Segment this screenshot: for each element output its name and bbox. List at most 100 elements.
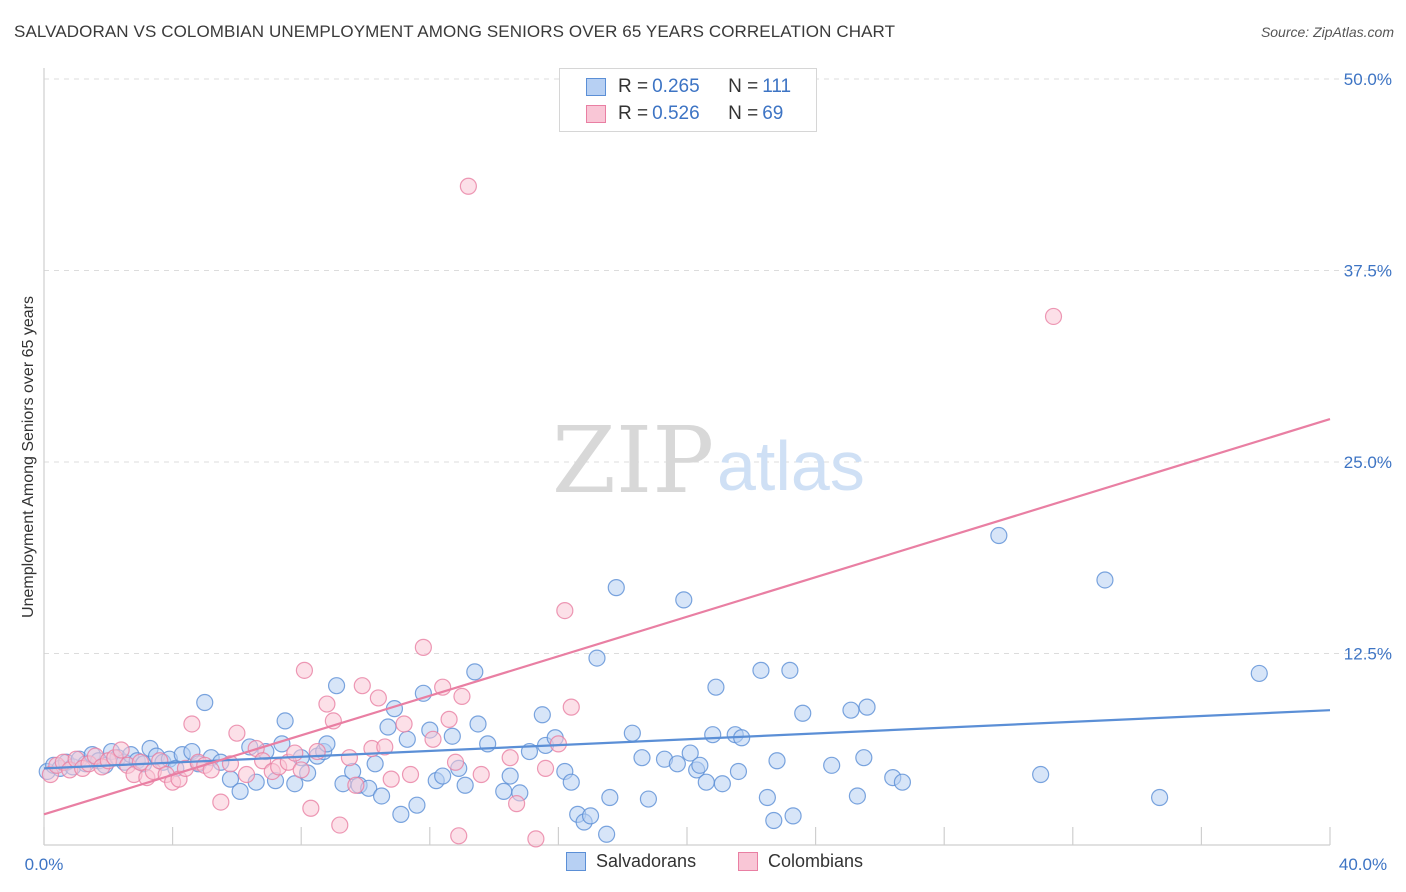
- bottom-legend-colombians: Colombians: [738, 851, 863, 872]
- data-point: [562, 773, 580, 791]
- data-point: [459, 177, 477, 195]
- data-point: [440, 710, 458, 728]
- data-point: [601, 788, 619, 807]
- data-point: [784, 807, 802, 825]
- data-point: [495, 782, 513, 800]
- x-tick-marks: [43, 827, 1331, 845]
- data-point: [398, 730, 416, 748]
- data-point: [183, 715, 201, 733]
- trend-line: [43, 709, 1331, 770]
- data-point: [508, 795, 526, 813]
- data-point: [434, 767, 452, 785]
- correlation-legend: R = 0.265 N = 111 R = 0.526 N = 69: [559, 68, 817, 132]
- data-point: [372, 787, 391, 805]
- data-point: [729, 762, 748, 781]
- y-tick-labels: 12.5% 25.0% 37.5% 50.0%: [1344, 70, 1392, 664]
- legend-n-label: N =: [728, 103, 759, 124]
- data-point: [691, 756, 709, 774]
- grid-lines: [44, 78, 1393, 654]
- data-point: [639, 790, 658, 808]
- data-point: [794, 704, 812, 722]
- legend-r-value: 0.265: [652, 76, 700, 97]
- data-point: [424, 730, 442, 748]
- data-point: [466, 663, 484, 681]
- data-point: [228, 724, 246, 742]
- x-tick-label-min: 0.0%: [25, 855, 64, 874]
- data-point: [295, 661, 314, 679]
- data-point: [366, 755, 384, 773]
- y-tick-label: 50.0%: [1344, 70, 1392, 89]
- data-point: [536, 759, 555, 778]
- data-point: [347, 776, 365, 794]
- data-point: [990, 526, 1008, 545]
- data-point: [623, 724, 641, 742]
- data-point: [556, 602, 574, 620]
- data-point: [855, 749, 873, 767]
- source-credit: Source: ZipAtlas.com: [1260, 24, 1394, 40]
- data-point: [668, 755, 686, 773]
- legend-swatch-salvadorans: [586, 78, 606, 96]
- data-point: [1250, 664, 1268, 683]
- data-point: [408, 796, 426, 814]
- data-point: [318, 695, 336, 713]
- data-point: [633, 749, 651, 767]
- chart-title: SALVADORAN VS COLOMBIAN UNEMPLOYMENT AMO…: [14, 22, 896, 41]
- data-point: [588, 649, 606, 667]
- data-point: [768, 752, 786, 770]
- data-point: [131, 753, 150, 771]
- bottom-legend-swatch: [738, 852, 758, 871]
- data-point: [112, 741, 130, 759]
- data-point: [501, 767, 519, 785]
- watermark-zip: ZIP: [552, 407, 714, 514]
- data-point: [196, 693, 214, 712]
- data-point: [501, 749, 519, 767]
- data-point: [276, 712, 294, 730]
- trend-line: [43, 418, 1331, 816]
- x-tick-label-max: 40.0%: [1339, 855, 1387, 874]
- y-axis-label: Unemployment Among Seniors over 65 years: [20, 296, 37, 618]
- data-point: [443, 727, 461, 745]
- data-point: [1151, 788, 1169, 807]
- bottom-legend-swatch: [566, 852, 586, 871]
- data-point: [446, 753, 465, 771]
- data-point: [893, 773, 912, 791]
- legend-n-value: 69: [762, 103, 784, 124]
- data-point: [581, 807, 600, 825]
- data-point: [376, 738, 394, 756]
- data-point: [456, 776, 474, 794]
- legend-row-salvadorans: R = 0.265 N = 111: [586, 74, 791, 100]
- data-point: [414, 638, 432, 656]
- bottom-legend-label: Salvadorans: [596, 851, 697, 871]
- data-point: [327, 677, 346, 695]
- data-point: [395, 715, 413, 733]
- data-point: [848, 787, 866, 805]
- data-point: [379, 718, 397, 736]
- data-point: [151, 752, 169, 770]
- legend-r-label: R =: [618, 76, 649, 97]
- data-point: [292, 761, 310, 779]
- legend-r-label: R =: [618, 103, 649, 124]
- watermark-atlas: atlas: [717, 427, 865, 505]
- legend-n-value: 111: [762, 76, 792, 97]
- bottom-legend-salvadorans: Salvadorans: [566, 851, 696, 872]
- legend-r-value: 0.526: [652, 103, 700, 124]
- data-point: [1032, 765, 1050, 784]
- data-point: [598, 825, 616, 843]
- data-point: [392, 805, 410, 823]
- data-point: [858, 698, 876, 716]
- trend-lines: [43, 418, 1331, 816]
- data-point: [697, 773, 715, 791]
- legend-n-label: N =: [728, 76, 759, 97]
- data-point: [469, 715, 487, 733]
- data-point: [707, 678, 725, 696]
- data-point: [713, 775, 731, 793]
- data-point: [286, 744, 304, 762]
- y-tick-label: 25.0%: [1344, 453, 1392, 472]
- data-point: [527, 830, 545, 848]
- y-tick-label: 12.5%: [1344, 645, 1392, 664]
- data-point: [340, 749, 359, 767]
- data-point: [212, 793, 230, 811]
- data-point: [842, 701, 860, 719]
- data-point: [781, 661, 799, 679]
